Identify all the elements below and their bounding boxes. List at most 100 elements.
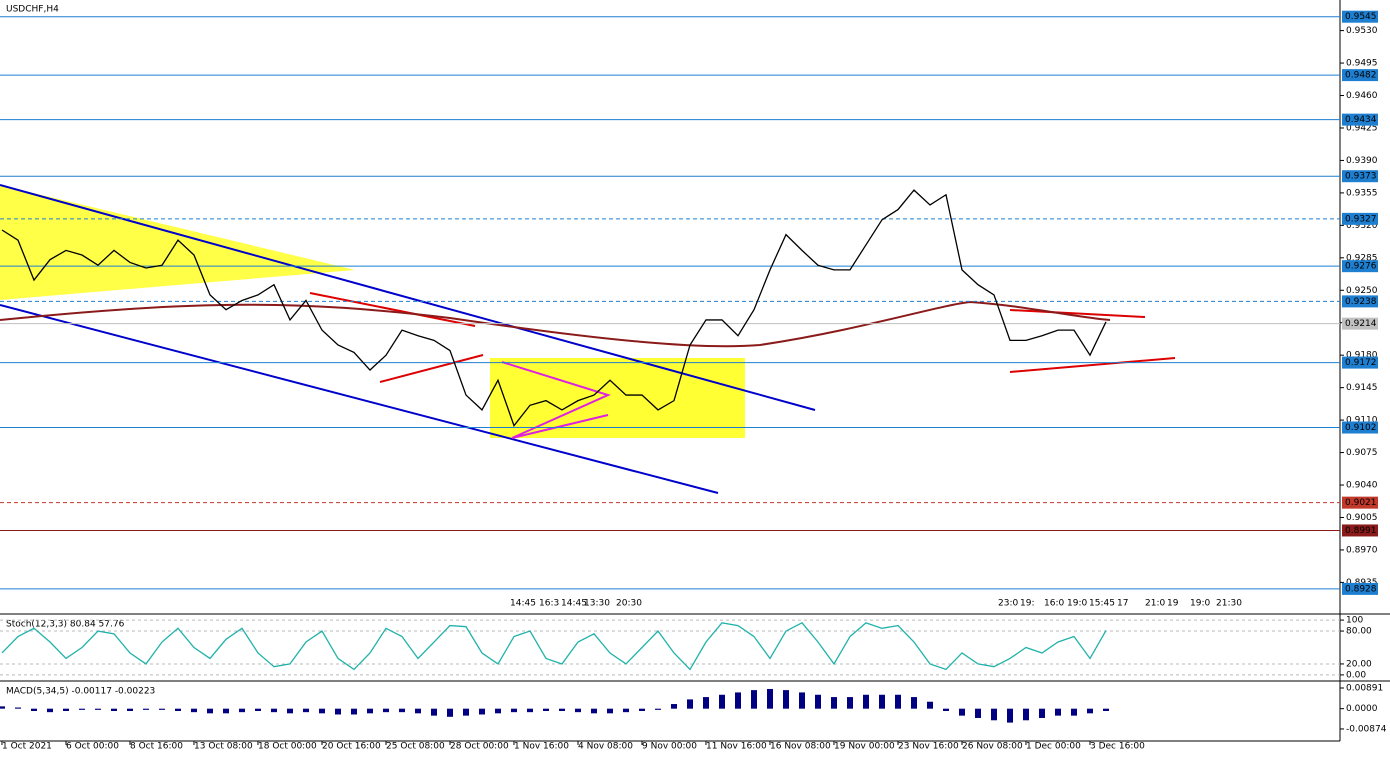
histogram-bar [607, 708, 613, 714]
histogram-bar [671, 704, 677, 709]
x-tick-label: 6 Oct 00:00 [66, 742, 119, 752]
x-tick-label: 26 Nov 08:00 [962, 742, 1023, 752]
histogram-bar [1007, 708, 1013, 723]
x-tick-label: 4 Nov 08:00 [578, 742, 633, 752]
y-tick-label: 0.9460 [1346, 91, 1378, 101]
histogram-bar [703, 697, 709, 709]
level-label-box [1342, 260, 1378, 273]
x-tick-label: 28 Oct 00:00 [450, 742, 509, 752]
level-label: 0.8991 [1345, 526, 1377, 536]
histogram-bar [127, 708, 133, 711]
moving-average [0, 300, 1111, 348]
histogram-bar [367, 708, 373, 714]
histogram-bar [175, 708, 181, 711]
histogram-bar [495, 708, 501, 714]
level-label-box [1342, 524, 1378, 537]
y-tick-label: 0.9355 [1346, 188, 1378, 198]
histogram-bar [1071, 708, 1077, 716]
x-tick-label: 9 Nov 00:00 [642, 742, 697, 752]
histogram-bar [255, 708, 261, 711]
y-tick-label: 0.9495 [1346, 59, 1378, 69]
histogram-bar [511, 708, 517, 713]
histogram-bar [975, 708, 981, 718]
histogram-bar [191, 708, 197, 713]
level-label: 0.8928 [1345, 584, 1377, 594]
histogram-bar [1023, 708, 1029, 721]
histogram-bar [895, 694, 901, 709]
histogram-bar [383, 708, 389, 713]
histogram-bar [47, 708, 53, 713]
trend-line [1009, 357, 1176, 373]
trend-line [309, 292, 476, 327]
histogram-bar [0, 706, 5, 709]
trend-line [1009, 309, 1146, 318]
histogram-bar [879, 694, 885, 709]
histogram-bar [623, 708, 629, 713]
level-label: 0.9327 [1345, 214, 1377, 224]
level-label-box [1342, 356, 1378, 369]
histogram-bar [927, 701, 933, 709]
histogram-bar [1087, 708, 1093, 714]
pattern-line [501, 361, 611, 439]
channel-line [0, 304, 719, 494]
histogram-bar [959, 708, 965, 716]
x-tick-label: 13 Oct 08:00 [194, 742, 253, 752]
y-tick-label: 0.9180 [1346, 351, 1378, 361]
histogram-bar [783, 690, 789, 709]
y-tick-label: 80.00 [1346, 627, 1372, 637]
histogram-bar [463, 708, 469, 716]
histogram-bar [1055, 708, 1061, 716]
level-label: 0.9102 [1345, 423, 1377, 433]
x-tick-label: 23 Nov 16:00 [898, 742, 959, 752]
y-tick-label: 0.9320 [1346, 221, 1378, 231]
histogram-bar [719, 694, 725, 709]
price-line [1, 189, 1107, 428]
x-tick-label: 3 Dec 16:00 [1090, 742, 1145, 752]
level-label-box [1342, 496, 1378, 509]
level-label: 0.9373 [1345, 172, 1377, 182]
time-label: 23:0 [998, 599, 1018, 609]
x-tick-label: 19 Nov 00:00 [834, 742, 895, 752]
trend-line [379, 354, 484, 383]
level-label-box [1342, 582, 1378, 595]
histogram-bar [1039, 708, 1045, 718]
level-label: 0.9021 [1345, 498, 1377, 508]
y-tick-label: 20.00 [1346, 659, 1372, 669]
y-tick-label: 0.0000 [1346, 704, 1378, 714]
histogram-bar [239, 708, 245, 713]
y-tick-label: 0.9040 [1346, 481, 1378, 491]
y-tick-label: 0.9425 [1346, 123, 1378, 133]
level-label-box [1342, 212, 1378, 225]
time-label: 16:0 [1044, 599, 1064, 609]
x-tick-label: 25 Oct 08:00 [386, 742, 445, 752]
x-tick-label: 8 Oct 16:00 [130, 742, 183, 752]
x-tick-label: 18 Oct 00:00 [258, 742, 317, 752]
y-tick-label: 0.9285 [1346, 253, 1378, 263]
time-label: 14:45 [510, 599, 536, 609]
y-tick-label: 0.9530 [1346, 26, 1378, 36]
panel-title: MACD(5,34,5) -0.00117 -0.00223 [6, 687, 155, 697]
time-label: 21:30 [1216, 599, 1242, 609]
y-tick-label: 0.9250 [1346, 286, 1378, 296]
histogram-bar [831, 697, 837, 709]
time-label: 19: [1020, 599, 1034, 609]
histogram-bar [15, 707, 21, 709]
histogram-bar [303, 708, 309, 713]
y-tick-label: 0.9390 [1346, 156, 1378, 166]
histogram-bar [31, 708, 37, 711]
price-line [1, 622, 1107, 671]
histogram-bar [559, 708, 565, 711]
histogram-bar [799, 692, 805, 709]
y-tick-label: 0.9145 [1346, 383, 1378, 393]
histogram-bar [335, 708, 341, 715]
y-tick-label: 0.9075 [1346, 448, 1378, 458]
histogram-bar [911, 697, 917, 709]
level-label-box [1342, 113, 1378, 126]
histogram-bar [639, 708, 645, 711]
histogram-bar [591, 708, 597, 714]
histogram-bar [207, 708, 213, 714]
level-label-box [1342, 170, 1378, 183]
time-label: 19:0 [1067, 599, 1087, 609]
time-labels: 14:45 16:3 14:45 13:30 20:30 23:0 19: 16… [510, 599, 1242, 609]
